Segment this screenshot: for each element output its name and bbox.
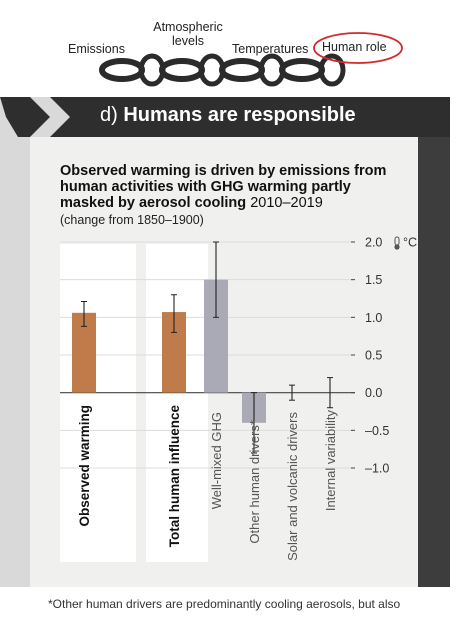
category-label-3: Other human drivers* <box>247 420 262 544</box>
chain-label-atmospheric-text: Atmospheric levels <box>153 20 223 48</box>
chart-subtitle: (change from 1850–1900) <box>60 213 204 227</box>
chain-label-atmospheric-levels: Atmospheric levels <box>148 20 228 48</box>
panel-heading: d) Humans are responsible <box>100 104 356 127</box>
y-tick-label: –0.5 <box>365 424 389 438</box>
causal-chain-graphic: Emissions Atmospheric levels Temperature… <box>0 0 460 96</box>
chart-title: Observed warming is driven by emissions … <box>60 163 390 211</box>
chain-label-temperatures: Temperatures <box>232 42 309 56</box>
chain-links-graphic <box>99 32 403 87</box>
chart-title-period: 2010–2019 <box>250 195 323 211</box>
panel-title: Humans are responsible <box>123 104 356 126</box>
right-side-strip <box>418 137 450 587</box>
category-label-5: Internal variability <box>323 410 338 512</box>
y-axis-unit: °C <box>403 236 417 250</box>
y-tick-label: 0.5 <box>365 349 382 363</box>
footnote: *Other human drivers are predominantly c… <box>48 597 401 611</box>
chart-title-bold: Observed warming is driven by emissions … <box>60 163 387 211</box>
left-side-strip <box>0 97 30 587</box>
y-tick-label: 1.5 <box>365 273 382 287</box>
thermometer-icon <box>394 236 400 250</box>
category-label-2: Well-mixed GHG <box>209 412 224 509</box>
panel-letter: d) <box>100 104 118 126</box>
panel-header: d) Humans are responsible <box>30 97 450 137</box>
y-tick-label: 0.0 <box>365 386 382 400</box>
chain-label-human-role: Human role <box>322 40 387 54</box>
chevron-arrow-icon <box>0 97 30 137</box>
y-tick-label: 2.0 <box>365 236 382 250</box>
observed-column-bg <box>60 244 136 562</box>
chain-label-emissions: Emissions <box>68 42 125 56</box>
y-tick-label: 1.0 <box>365 311 382 325</box>
category-label-1: Total human influence <box>167 405 182 548</box>
category-label-4: Solar and volcanic drivers <box>285 412 300 561</box>
y-tick-label: –1.0 <box>365 462 389 476</box>
chevron-right-icon <box>30 97 70 137</box>
chain-link-icon <box>318 53 346 87</box>
human-column-bg <box>146 244 208 562</box>
human-role-highlight <box>313 32 403 64</box>
category-label-0: Observed warming <box>77 405 92 527</box>
